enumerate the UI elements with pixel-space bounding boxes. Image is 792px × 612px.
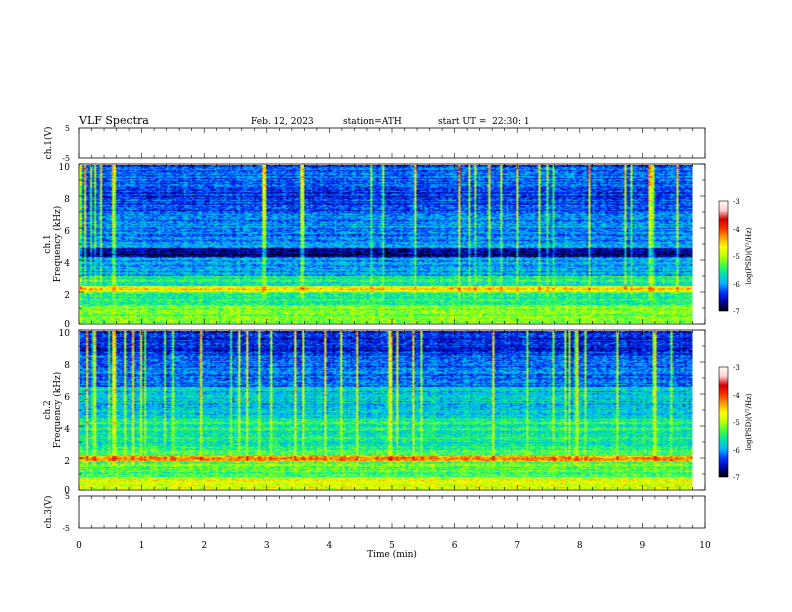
time-axis-tick-label: 6 [452,541,458,551]
time-axis-tick-label: 3 [264,541,270,551]
ch1-spectrogram-panel: 10 8 6 4 2 0 ch.1 Frequency (kHz) [43,163,706,330]
ch2-colorbar-tick-m6: -6 [733,447,740,455]
time-axis-tick-label: 9 [640,541,646,551]
ch1-spectrogram-ylabel-frequency: Frequency (kHz) [52,206,63,283]
time-axis-tick-label: 0 [76,541,82,551]
ch2-freq-tick-6: 6 [64,393,70,403]
ch3-waveform-frame [78,495,706,529]
ch1-colorbar-tick-m4: -4 [733,226,740,234]
ch2-freq-tick-0: 0 [64,486,70,496]
ch2-spectrogram-ticks [78,329,706,491]
time-axis-label: Time (min) [367,549,417,560]
time-axis-tick-label: 4 [327,541,333,551]
ch1-freq-tick-4: 4 [64,259,70,269]
time-axis-tick-label: 10 [699,541,711,551]
ch1-waveform-panel: 5 -5 ch.1(V) [43,124,706,163]
time-axis-tick-label: 1 [139,541,145,551]
ch1-spectrogram-ticks [78,163,706,325]
figure-title: VLF Spectra [78,114,149,127]
ch2-freq-tick-10: 10 [59,329,71,339]
ch2-colorbar-tick-m5: -5 [733,419,740,427]
ch2-colorbar-gradient [718,366,729,478]
ch1-colorbar-tick-m7: -7 [733,308,740,316]
ch1-waveform-xticks [78,128,706,158]
ch1-ytick-top: 5 [65,124,70,133]
ch3-waveform-xticks [78,496,706,528]
time-axis-tick-labels: 0 1 2 3 4 5 6 7 8 9 10 [76,541,711,551]
figure-date: Feb. 12, 2023 [251,117,314,127]
time-axis-tick-label: 8 [577,541,583,551]
ch2-colorbar: -3 -4 -5 -6 -7 log(PSD)(V²/Hz) [718,364,753,482]
ch2-spectrogram-ylabel-frequency: Frequency (kHz) [52,372,63,449]
ch3-waveform-panel: 5 -5 ch.3(V) [43,492,706,533]
ch2-colorbar-tick-m3: -3 [733,364,740,372]
ch2-freq-tick-8: 8 [64,361,70,371]
figure-station: station=ATH [343,117,402,127]
ch1-waveform-ylabel: ch.1(V) [43,127,54,160]
ch2-spectrogram-ylabel-channel: ch.2 [43,400,53,419]
ch1-freq-tick-10: 10 [59,163,71,173]
time-axis-tick-label: 5 [389,541,395,551]
ch1-colorbar-tick-m5: -5 [733,253,740,261]
ch1-freq-tick-8: 8 [64,195,70,205]
ch1-colorbar-tick-m3: -3 [733,198,740,206]
ch3-ytick-top: 5 [65,492,70,501]
ch3-waveform-ylabel: ch.3(V) [43,496,54,529]
ch2-freq-tick-2: 2 [64,457,70,467]
ch1-ytick-bottom: -5 [62,154,70,163]
ch2-spectrogram-heatmap [80,331,693,489]
ch1-spectrogram-heatmap [80,165,693,323]
ch2-freq-tick-4: 4 [64,425,70,435]
ch1-colorbar: -3 -4 -5 -6 -7 log(PSD)(V²/Hz) [718,198,753,316]
ch1-colorbar-gradient [718,200,729,312]
ch1-colorbar-label: log(PSD)(V²/Hz) [745,227,753,284]
ch2-colorbar-tick-m4: -4 [733,392,740,400]
time-axis-tick-label: 7 [514,541,520,551]
time-axis-tick-label: 2 [201,541,207,551]
ch1-freq-tick-6: 6 [64,227,70,237]
ch2-colorbar-tick-m7: -7 [733,474,740,482]
ch1-freq-tick-0: 0 [64,320,70,330]
ch3-ytick-bottom: -5 [62,524,70,533]
ch2-spectrogram-panel: 10 8 6 4 2 0 ch.2 Frequency (kHz) [43,329,706,496]
ch1-spectrogram-ylabel-channel: ch.1 [43,234,53,253]
ch1-colorbar-tick-m6: -6 [733,281,740,289]
ch2-colorbar-label: log(PSD)(V²/Hz) [745,393,753,450]
figure-start-ut: start UT = 22:30: 1 [438,117,530,127]
ch1-freq-tick-2: 2 [64,291,70,301]
